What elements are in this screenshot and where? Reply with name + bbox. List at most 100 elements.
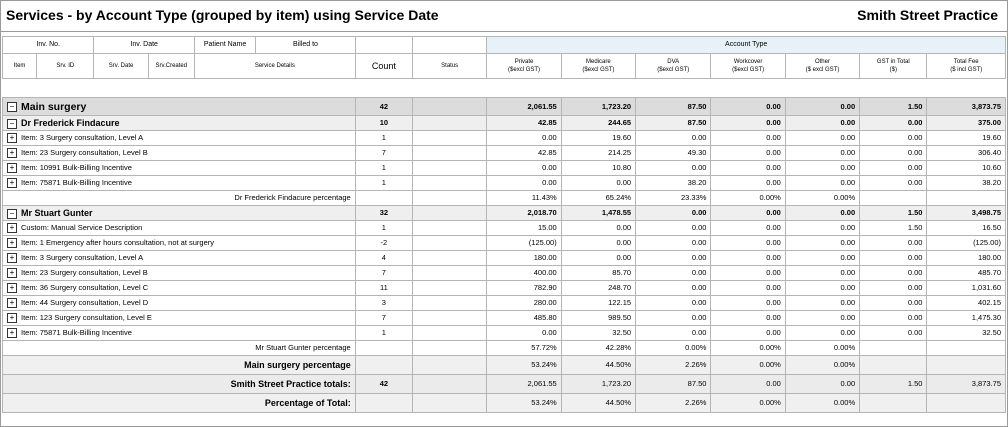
cell-total: 402.15 [926,295,1006,311]
col-other[interactable]: Other ($ excl GST) [784,53,861,79]
item-row[interactable]: + Item: 3 Surgery consultation, Level A 4 1… [2,250,1006,266]
item-row[interactable]: + Item: 23 Surgery consultation, Level B 7… [2,265,1006,281]
expand-icon[interactable]: + [7,328,17,339]
col-count[interactable]: Count [354,53,414,79]
workcover-sub: ($excl GST) [732,67,765,73]
cell-total [926,190,1006,206]
cell-status [411,190,488,206]
item-row[interactable]: + Item: 36 Surgery consultation, Level C 1… [2,280,1006,296]
col-billed-to[interactable]: Billed to [255,36,356,54]
collapse-icon[interactable]: − [7,118,17,129]
col-total-fee[interactable]: Total Fee ($ incl GST) [926,53,1006,79]
col-service-details[interactable]: Service Details [193,53,356,79]
collapse-icon[interactable]: − [7,208,17,219]
item-name-cell: + Item: 23 Surgery consultation, Level B [2,145,356,161]
cell-gst [859,355,928,375]
cell-medicare: 1,723.20 [560,97,637,116]
cell-count: 1 [354,130,414,146]
pct-label: Mr Stuart Gunter percentage [2,340,356,356]
col-inv-date[interactable]: Inv. Date [93,36,195,54]
col-srv-date[interactable]: Srv. Date [93,53,149,79]
cell-medicare: 1,478.55 [560,205,637,221]
cell-count: 7 [354,310,414,326]
col-medicare[interactable]: Medicare ($excl GST) [560,53,637,79]
item-row[interactable]: + Item: 123 Surgery consultation, Level E… [2,310,1006,326]
cell-medicare: 32.50 [560,325,637,341]
item-row[interactable]: + Item: 44 Surgery consultation, Level D 3… [2,295,1006,311]
practice-totals-row: Smith Street Practice totals: 42 2,061.5… [2,374,1006,394]
cell-status [411,295,488,311]
item-name-cell: + Item: 75871 Bulk-Billing Incentive [2,325,356,341]
cell-medicare: 1,723.20 [560,374,637,394]
item-row[interactable]: + Item: 1 Emergency after hours consultat… [2,235,1006,251]
cell-dva: 0.00 [635,205,712,221]
cell-total: 375.00 [926,115,1006,131]
cell-private: 57.72% [486,340,562,356]
cell-dva: 23.33% [635,190,712,206]
total-fee-label: Total Fee [953,59,979,65]
private-sub: ($excl GST) [508,67,541,73]
item-row[interactable]: + Item: 3 Surgery consultation, Level A 1 0… [2,130,1006,146]
cell-count: 4 [354,250,414,266]
group-row-doctor[interactable]: − Mr Stuart Gunter 32 2,018.70 1,478.55 0… [2,205,1006,221]
col-srv-id[interactable]: Srv. ID [36,53,95,79]
group-row-doctor[interactable]: − Dr Frederick Findacure 10 42.85 244.65 … [2,115,1006,131]
item-row[interactable]: + Custom: Manual Service Description 1 15.0… [2,220,1006,236]
cell-workcover: 0.00 [710,220,786,236]
item-row[interactable]: + Item: 23 Surgery consultation, Level B 7… [2,145,1006,161]
col-account-type[interactable]: Account Type [486,36,1006,54]
col-private[interactable]: Private ($excl GST) [486,53,562,79]
doctor-name-cell: − Mr Stuart Gunter [2,205,356,221]
col-srv-created[interactable]: Srv.Created [147,53,195,79]
expand-icon[interactable]: + [7,268,17,279]
cell-gst: 0.00 [859,250,928,266]
cell-total: 3,498.75 [926,205,1006,221]
expand-icon[interactable]: + [7,223,17,234]
header-row-2: Item Srv. ID Srv. Date Srv.Created Servi… [1,53,1006,79]
item-name-cell: + Item: 123 Surgery consultation, Level E [2,310,356,326]
cell-workcover: 0.00 [710,295,786,311]
expand-icon[interactable]: + [7,313,17,324]
cell-other: 0.00 [784,310,861,326]
col-dva[interactable]: DVA ($excl GST) [635,53,712,79]
cell-status [411,97,488,116]
group-row-main-surgery[interactable]: − Main surgery 42 2,061.55 1,723.20 87.50… [2,97,1006,116]
item-name-cell: + Item: 36 Surgery consultation, Level C [2,280,356,296]
item-row[interactable]: + Item: 75871 Bulk-Billing Incentive 1 0.00… [2,325,1006,341]
cell-other: 0.00 [784,235,861,251]
cell-medicare: 42.28% [560,340,637,356]
cell-workcover: 0.00 [710,265,786,281]
cell-gst: 1.50 [859,220,928,236]
col-inv-no[interactable]: Inv. No. [1,36,95,54]
main-percentage-row: Main surgery percentage 53.24% 44.50% 2.… [2,355,1006,375]
item-row[interactable]: + Item: 75871 Bulk-Billing Incentive 1 0.00… [2,175,1006,191]
expand-icon[interactable]: + [7,133,17,144]
expand-icon[interactable]: + [7,253,17,264]
cell-count: -2 [354,235,414,251]
collapse-icon[interactable]: − [7,101,17,112]
item-name: Item: 123 Surgery consultation, Level E [21,313,152,322]
expand-icon[interactable]: + [7,283,17,294]
expand-icon[interactable]: + [7,298,17,309]
cell-dva: 87.50 [635,115,712,131]
cell-private: 0.00 [486,160,562,176]
cell-medicare: 244.65 [560,115,637,131]
cell-workcover: 0.00 [710,175,786,191]
cell-status [411,205,488,221]
expand-icon[interactable]: + [7,163,17,174]
cell-count [354,393,414,413]
col-item[interactable]: Item [1,53,38,79]
cell-medicare: 0.00 [560,250,637,266]
item-row[interactable]: + Item: 10991 Bulk-Billing Incentive 1 0.00… [2,160,1006,176]
col-status[interactable]: Status [411,53,488,79]
group-name: Main surgery [21,100,87,113]
col-gst-total[interactable]: GST in Total ($) [859,53,928,79]
expand-icon[interactable]: + [7,148,17,159]
col-patient-name[interactable]: Patient Name [193,36,257,54]
expand-icon[interactable]: + [7,238,17,249]
expand-icon[interactable]: + [7,178,17,189]
cell-workcover: 0.00 [710,325,786,341]
cell-count [354,190,414,206]
col-workcover[interactable]: Workcover ($excl GST) [710,53,786,79]
cell-other: 0.00% [784,340,861,356]
